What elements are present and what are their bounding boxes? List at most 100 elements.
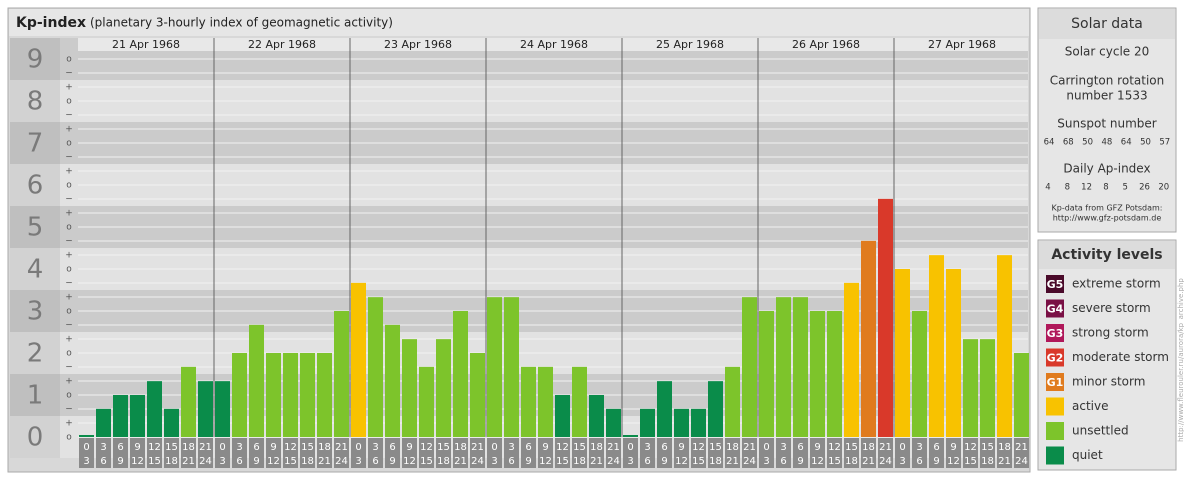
x-tick-label: 6 xyxy=(916,456,922,467)
level-name: moderate storm xyxy=(1072,350,1169,364)
sunspot-value: 50 xyxy=(1082,138,1093,148)
x-tick-label: 9 xyxy=(661,456,667,467)
x-tick-label: 6 xyxy=(508,456,514,467)
x-label-box xyxy=(164,438,179,468)
bar xyxy=(929,255,944,437)
x-label-box xyxy=(436,438,451,468)
x-tick-label: 24 xyxy=(199,456,212,467)
minor-tick-label: − xyxy=(65,194,73,204)
day-label: 22 Apr 1968 xyxy=(248,38,316,51)
minor-tick-label: o xyxy=(66,181,72,191)
x-tick-label: 18 xyxy=(709,456,722,467)
level-swatch xyxy=(1046,324,1064,342)
x-label-box xyxy=(317,438,332,468)
x-tick-label: 18 xyxy=(573,456,586,467)
x-tick-label: 6 xyxy=(797,442,803,453)
y-tick-label: 1 xyxy=(27,381,44,411)
bar xyxy=(759,311,774,437)
minor-tick-label: o xyxy=(66,391,72,401)
minor-tick-label: o xyxy=(66,433,72,443)
x-tick-label: 9 xyxy=(933,456,939,467)
x-tick-label: 21 xyxy=(743,442,756,453)
x-tick-label: 12 xyxy=(267,456,280,467)
x-label-box xyxy=(504,438,519,468)
x-tick-label: 15 xyxy=(964,456,977,467)
x-tick-label: 0 xyxy=(219,442,225,453)
sunspot-value: 68 xyxy=(1063,138,1074,148)
level-badge: G2 xyxy=(1047,352,1064,365)
x-label-box xyxy=(861,438,876,468)
y-tick-label: 0 xyxy=(27,423,44,453)
level-swatch xyxy=(1046,373,1064,391)
panel-header xyxy=(1039,241,1175,269)
x-label-box xyxy=(130,438,145,468)
x-tick-label: 12 xyxy=(539,456,552,467)
x-tick-label: 15 xyxy=(845,442,858,453)
x-tick-label: 6 xyxy=(372,456,378,467)
x-label-box xyxy=(606,438,621,468)
minor-tick-label: o xyxy=(66,55,72,65)
x-tick-label: 6 xyxy=(100,456,106,467)
x-label-box xyxy=(963,438,978,468)
level-name: quiet xyxy=(1072,448,1103,462)
band xyxy=(10,416,60,458)
bar xyxy=(419,366,434,437)
x-tick-label: 15 xyxy=(709,442,722,453)
minor-tick-label: + xyxy=(65,125,73,135)
x-tick-label: 3 xyxy=(644,442,650,453)
x-tick-label: 9 xyxy=(134,442,140,453)
bar xyxy=(776,297,791,437)
level-swatch xyxy=(1046,275,1064,293)
sunspot-title: Sunspot number xyxy=(1057,117,1156,131)
x-tick-label: 12 xyxy=(828,442,841,453)
band xyxy=(10,122,60,164)
x-tick-label: 12 xyxy=(964,442,977,453)
x-tick-label: 12 xyxy=(148,442,161,453)
ap-value: 8 xyxy=(1065,183,1070,193)
minor-tick-label: − xyxy=(65,110,73,120)
x-label-box xyxy=(640,438,655,468)
y-tick-label: 9 xyxy=(27,45,44,75)
bar xyxy=(266,353,281,437)
x-tick-label: 21 xyxy=(199,442,212,453)
x-label-box xyxy=(487,438,502,468)
minor-tick-label: + xyxy=(65,335,73,345)
bar xyxy=(827,311,842,437)
x-label-box xyxy=(385,438,400,468)
x-tick-label: 12 xyxy=(947,456,960,467)
x-label-box xyxy=(810,438,825,468)
sunspot-value: 64 xyxy=(1044,138,1055,148)
x-tick-label: 18 xyxy=(318,442,331,453)
x-tick-label: 15 xyxy=(148,456,161,467)
x-tick-label: 21 xyxy=(1015,442,1028,453)
x-tick-label: 15 xyxy=(284,456,297,467)
carrington: number 1533 xyxy=(1066,89,1147,103)
bar xyxy=(130,395,145,437)
x-label-box xyxy=(776,438,791,468)
x-tick-label: 18 xyxy=(998,442,1011,453)
x-tick-label: 6 xyxy=(780,456,786,467)
x-tick-label: 3 xyxy=(355,456,361,467)
band xyxy=(10,80,60,122)
bar xyxy=(164,408,179,437)
x-tick-label: 3 xyxy=(780,442,786,453)
bar xyxy=(895,269,910,437)
x-label-box xyxy=(1014,438,1029,468)
x-tick-label: 24 xyxy=(879,456,892,467)
day-label: 23 Apr 1968 xyxy=(384,38,452,51)
band xyxy=(10,290,60,332)
x-tick-label: 18 xyxy=(165,456,178,467)
minor-tick-label: − xyxy=(65,68,73,78)
level-name: unsettled xyxy=(1072,424,1129,438)
minor-tick-label: + xyxy=(65,251,73,261)
x-tick-label: 18 xyxy=(182,442,195,453)
minor-tick-label: o xyxy=(66,307,72,317)
x-tick-label: 0 xyxy=(491,442,497,453)
bar xyxy=(215,381,230,437)
x-label-box xyxy=(402,438,417,468)
x-tick-label: 6 xyxy=(933,442,939,453)
x-tick-label: 12 xyxy=(403,456,416,467)
day-label: 24 Apr 1968 xyxy=(520,38,588,51)
x-label-box xyxy=(113,438,128,468)
